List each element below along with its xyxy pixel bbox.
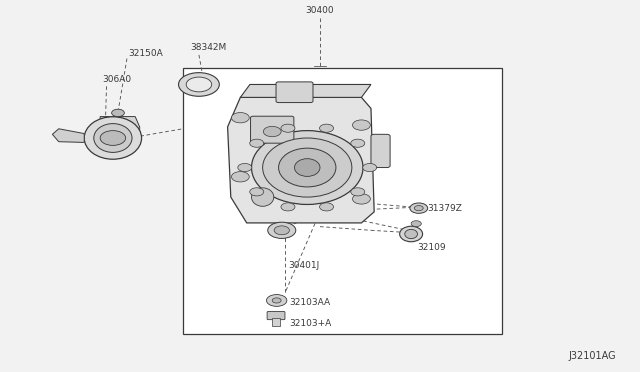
Circle shape [281, 124, 295, 132]
Circle shape [351, 188, 365, 196]
FancyBboxPatch shape [267, 311, 285, 320]
Ellipse shape [94, 124, 132, 153]
Text: 31379Z: 31379Z [427, 204, 462, 214]
Ellipse shape [278, 148, 336, 187]
Circle shape [319, 203, 333, 211]
Circle shape [411, 221, 421, 227]
Circle shape [111, 109, 124, 116]
Circle shape [274, 226, 289, 235]
Text: 32109: 32109 [417, 243, 445, 252]
Text: J32101AG: J32101AG [569, 352, 616, 361]
Circle shape [179, 73, 220, 96]
Polygon shape [100, 116, 140, 142]
Ellipse shape [294, 159, 320, 176]
Text: 30401J: 30401J [288, 260, 319, 270]
Circle shape [319, 124, 333, 132]
Circle shape [353, 194, 371, 204]
Circle shape [414, 206, 423, 211]
Circle shape [100, 131, 125, 145]
Circle shape [353, 120, 371, 130]
Circle shape [250, 188, 264, 196]
Polygon shape [228, 97, 374, 223]
Circle shape [351, 139, 365, 147]
Polygon shape [241, 84, 371, 97]
Text: 30400: 30400 [306, 6, 334, 15]
Circle shape [263, 126, 281, 137]
Ellipse shape [399, 226, 422, 242]
Text: 32150A: 32150A [128, 48, 163, 58]
Text: 306A0: 306A0 [102, 76, 131, 84]
FancyBboxPatch shape [371, 134, 390, 167]
Text: 32103+A: 32103+A [289, 319, 332, 328]
Ellipse shape [252, 131, 363, 205]
Ellipse shape [84, 117, 141, 159]
Bar [271, 318, 280, 326]
FancyBboxPatch shape [276, 82, 313, 103]
Circle shape [238, 163, 252, 171]
Circle shape [250, 139, 264, 147]
Circle shape [268, 222, 296, 238]
Circle shape [266, 295, 287, 307]
Ellipse shape [262, 138, 352, 197]
Circle shape [272, 298, 281, 303]
Circle shape [363, 163, 377, 171]
FancyBboxPatch shape [250, 116, 294, 143]
Polygon shape [52, 129, 84, 142]
Circle shape [232, 171, 249, 182]
Text: 38342M: 38342M [190, 44, 227, 52]
Ellipse shape [252, 188, 274, 206]
Circle shape [410, 203, 428, 213]
Bar [183, 68, 502, 334]
Circle shape [186, 77, 212, 92]
Circle shape [281, 203, 295, 211]
Text: 32103AA: 32103AA [289, 298, 330, 307]
Circle shape [232, 112, 249, 123]
Ellipse shape [404, 230, 417, 238]
